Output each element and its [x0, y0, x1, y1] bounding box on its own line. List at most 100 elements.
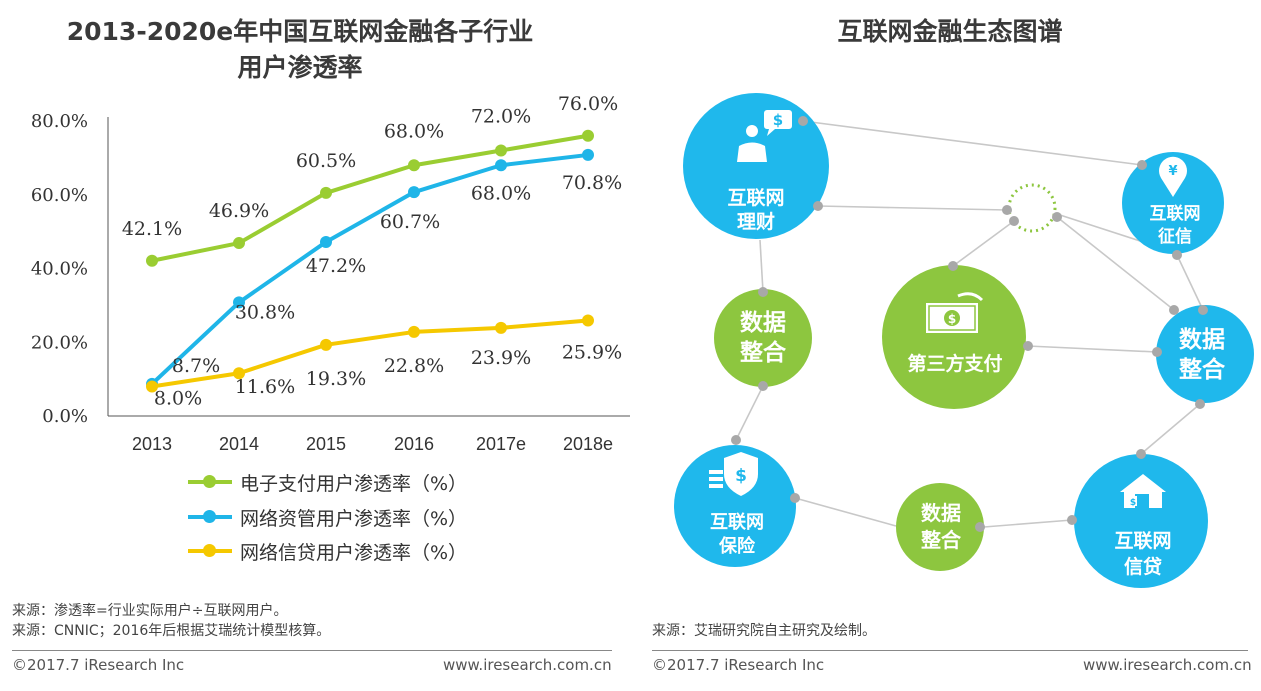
- chart-title: 2013-2020e年中国互联网金融各子行业 用户渗透率: [0, 14, 600, 86]
- connector-dot: [731, 435, 741, 445]
- data-label: 60.5%: [296, 150, 356, 172]
- connector-dot: [1052, 212, 1062, 222]
- data-point: [146, 254, 158, 267]
- node-licai-line1: 互联网: [727, 187, 784, 209]
- node-zhifu-label: 第三方支付: [907, 352, 1002, 375]
- website-right[interactable]: www.iresearch.com.cn: [1083, 656, 1252, 674]
- node-zhengxin-line1: 互联网: [1150, 204, 1201, 224]
- data-point: [495, 159, 507, 172]
- node-data-right-line1: 数据: [1179, 327, 1225, 353]
- connector-lines: [735, 120, 1204, 528]
- node-data-left: 数据 整合: [714, 289, 812, 387]
- connector-line: [735, 385, 764, 441]
- ecosystem-title: 互联网金融生态图谱: [837, 17, 1063, 46]
- x-tick-label: 2018e: [563, 434, 613, 454]
- x-tick-label: 2017e: [476, 434, 526, 454]
- connector-dot: [1023, 341, 1033, 351]
- data-label: 70.8%: [562, 172, 622, 194]
- node-xindai-line2: 信贷: [1124, 555, 1162, 578]
- node-zhifu: $ 第三方支付: [882, 265, 1026, 409]
- node-data-left-line2: 整合: [740, 339, 787, 366]
- data-label: 60.7%: [380, 211, 440, 233]
- svg-text:$: $: [948, 312, 956, 326]
- person-speech-dollar-icon: $: [737, 110, 792, 162]
- connector-dot: [813, 201, 823, 211]
- node-data-right-line2: 整合: [1179, 356, 1226, 383]
- data-point: [233, 367, 245, 380]
- connector-dot: [798, 116, 808, 126]
- legend-swatch-payment: [188, 475, 232, 488]
- data-point: [495, 321, 507, 334]
- connector-line: [794, 497, 897, 527]
- node-xindai: $ 互联网 信贷: [1074, 454, 1208, 588]
- node-zhifu-circle: [882, 265, 1026, 409]
- node-zhengxin-circle: [1122, 152, 1224, 254]
- node-xindai-line1: 互联网: [1114, 530, 1171, 552]
- data-label: 30.8%: [235, 301, 295, 323]
- series-line: [151, 133, 589, 263]
- connector-dot: [1009, 216, 1019, 226]
- house-icon: $: [1120, 474, 1166, 508]
- svg-text:$: $: [1130, 498, 1136, 508]
- data-label: 8.0%: [154, 388, 202, 410]
- shield-dollar-icon: $: [709, 452, 758, 496]
- node-data-bottom-line2: 整合: [920, 528, 962, 552]
- source-note-2: 来源：CNNIC；2016年后根据艾瑞统计模型核算。: [12, 623, 331, 639]
- node-data-right: 数据 整合: [1156, 305, 1254, 403]
- node-baoxian-line2: 保险: [718, 535, 756, 557]
- legend-item-credit: 网络信贷用户渗透率（%）: [188, 536, 467, 566]
- chart-title-line2: 用户渗透率: [237, 53, 363, 82]
- copyright-left: ©2017.7 iResearch Inc: [12, 656, 185, 674]
- source-note-right: 来源：艾瑞研究院自主研究及绘制。: [652, 623, 876, 639]
- data-label: 68.0%: [384, 120, 444, 142]
- connector-dot: [1195, 399, 1205, 409]
- data-label: 22.8%: [384, 355, 444, 377]
- svg-text:$: $: [773, 111, 783, 129]
- x-tick-label: 2016: [394, 434, 434, 454]
- cash-bill-icon: $: [926, 292, 984, 333]
- connector-line: [802, 120, 1143, 166]
- node-xindai-circle: [1074, 454, 1208, 588]
- connector-line: [983, 519, 1073, 528]
- node-baoxian-line1: 互联网: [710, 512, 764, 533]
- node-data-left-circle: [714, 289, 812, 387]
- connector-line: [1056, 216, 1175, 311]
- y-tick-label: 20.0%: [31, 332, 88, 353]
- connector-dot: [758, 381, 768, 391]
- connector-dot: [1169, 305, 1179, 315]
- y-tick-label: 80.0%: [31, 111, 88, 132]
- connector-dots: [731, 116, 1208, 532]
- connector-line: [1140, 403, 1201, 455]
- data-label: 72.0%: [471, 106, 531, 128]
- data-point: [582, 314, 594, 327]
- legend-swatch-asset-mgmt: [188, 510, 232, 523]
- connector-dot: [948, 261, 958, 271]
- node-data-bottom-line1: 数据: [921, 501, 961, 525]
- node-data-bottom-circle: [896, 483, 984, 571]
- data-label: 11.6%: [235, 376, 295, 398]
- connector-dot: [975, 522, 985, 532]
- node-zhengxin: ¥ 互联网 征信: [1122, 152, 1224, 254]
- y-tick-label: 0.0%: [42, 406, 88, 427]
- connector-dot: [790, 493, 800, 503]
- x-tick-label: 2015: [306, 434, 346, 454]
- series-line: [151, 318, 589, 389]
- data-point: [408, 186, 420, 199]
- connector-line: [759, 239, 764, 293]
- data-point: [320, 235, 332, 248]
- y-tick-label: 60.0%: [31, 185, 88, 206]
- connector-dot: [1067, 515, 1077, 525]
- legend-label-payment: 电子支付用户渗透率（%）: [240, 472, 468, 495]
- source-note-1: 来源：渗透率=行业实际用户÷互联网用户。: [12, 603, 288, 619]
- copyright-right: ©2017.7 iResearch Inc: [652, 656, 825, 674]
- website-left[interactable]: www.iresearch.com.cn: [443, 656, 612, 674]
- data-label: 47.2%: [306, 255, 366, 277]
- data-label: 46.9%: [209, 200, 269, 222]
- connector-line: [1027, 345, 1158, 353]
- data-label: 42.1%: [122, 218, 182, 240]
- node-licai: $ 互联网 理财: [683, 93, 829, 239]
- node-zhengxin-line2: 征信: [1158, 226, 1192, 247]
- svg-text:$: $: [735, 466, 747, 486]
- legend-swatch-credit: [188, 544, 232, 557]
- connector-dot: [1137, 160, 1147, 170]
